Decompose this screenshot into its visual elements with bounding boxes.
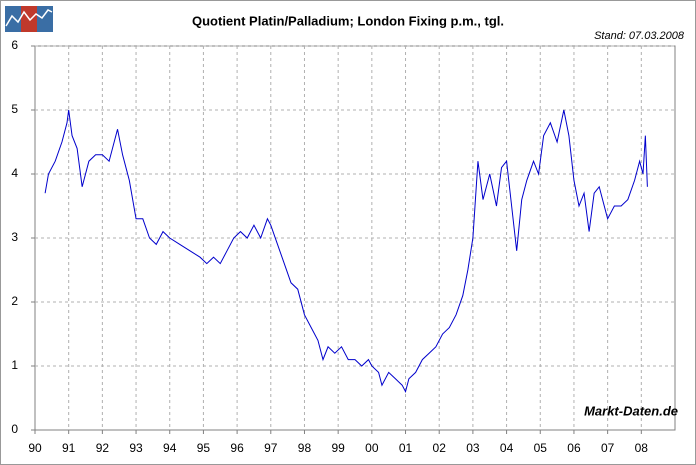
x-tick-label: 99 [331, 441, 345, 455]
x-tick-label: 90 [28, 441, 42, 455]
x-tick-label: 03 [466, 441, 480, 455]
x-tick-label: 92 [96, 441, 110, 455]
x-tick-label: 94 [163, 441, 177, 455]
y-tick-label: 6 [11, 38, 18, 52]
x-tick-label: 06 [567, 441, 581, 455]
y-tick-label: 5 [11, 102, 18, 116]
source: Markt-Daten.de [584, 403, 678, 418]
y-tick-label: 0 [11, 422, 18, 436]
x-tick-label: 96 [230, 441, 244, 455]
x-tick-label: 91 [62, 441, 76, 455]
chart-title: Quotient Platin/Palladium; London Fixing… [192, 13, 504, 28]
y-tick-label: 1 [11, 358, 18, 372]
x-tick-label: 95 [197, 441, 211, 455]
x-tick-label: 07 [601, 441, 615, 455]
y-tick-label: 3 [11, 230, 18, 244]
y-tick-label: 4 [11, 166, 18, 180]
x-tick-label: 08 [635, 441, 649, 455]
x-tick-label: 93 [129, 441, 143, 455]
x-tick-label: 98 [298, 441, 312, 455]
x-tick-label: 02 [433, 441, 447, 455]
data-line [44, 109, 648, 393]
x-tick-label: 97 [264, 441, 278, 455]
logo [5, 6, 53, 32]
x-tick-label: 05 [534, 441, 548, 455]
subtitle: Stand: 07.03.2008 [594, 30, 685, 42]
x-tick-label: 00 [365, 441, 379, 455]
x-tick-label: 04 [500, 441, 514, 455]
x-tick-label: 01 [399, 441, 413, 455]
y-tick-label: 2 [11, 294, 18, 308]
